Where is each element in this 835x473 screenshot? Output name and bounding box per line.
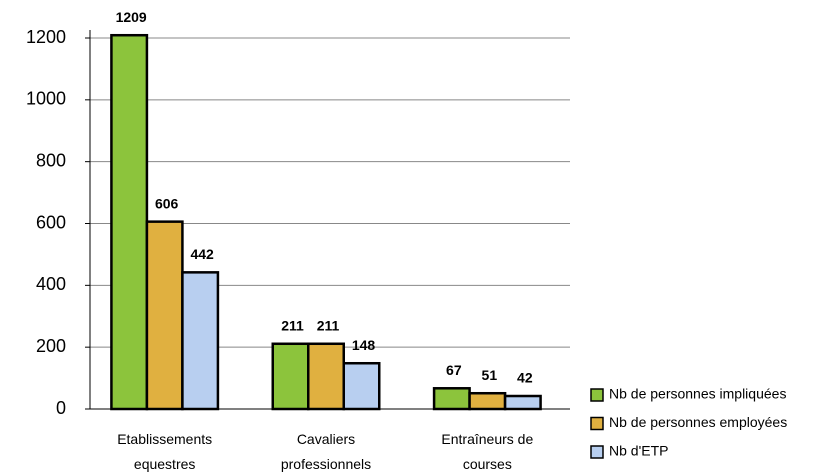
y-tick-label: 1000 <box>26 89 66 109</box>
value-label: 1209 <box>116 9 147 25</box>
value-label: 67 <box>446 362 462 378</box>
legend-swatch <box>590 416 604 431</box>
value-label: 606 <box>155 195 179 211</box>
y-tick-label: 1200 <box>26 27 66 47</box>
bar <box>110 33 149 411</box>
y-tick-label: 800 <box>36 150 66 170</box>
bar <box>342 361 381 411</box>
y-tick-label: 400 <box>36 274 66 294</box>
bar <box>271 342 310 411</box>
value-label: 148 <box>352 337 376 353</box>
legend-swatch <box>590 388 604 402</box>
value-label: 51 <box>482 367 498 383</box>
value-label: 442 <box>190 246 214 262</box>
value-label: 42 <box>517 370 533 386</box>
bar <box>468 391 507 411</box>
y-tick-label: 600 <box>36 212 66 232</box>
x-tick-label: Etablissements equestres <box>117 431 213 472</box>
legend-label: Nb de personnes impliquées <box>609 386 786 402</box>
x-tick-label: Cavaliers professionnels <box>280 431 372 472</box>
bar <box>145 220 184 411</box>
x-tick-label: Entraîneurs de courses <box>441 431 534 472</box>
legend-label: Nb de personnes employées <box>609 414 787 430</box>
value-label: 211 <box>281 317 304 333</box>
bar <box>503 394 542 411</box>
bar <box>307 342 345 411</box>
bar <box>181 271 220 411</box>
y-tick-label: 0 <box>56 398 66 418</box>
y-tick-label: 200 <box>36 336 66 356</box>
legend-swatch <box>590 445 604 459</box>
value-label: 211 <box>317 317 340 333</box>
legend-label: Nb d'ETP <box>609 443 668 459</box>
bar <box>432 387 471 411</box>
